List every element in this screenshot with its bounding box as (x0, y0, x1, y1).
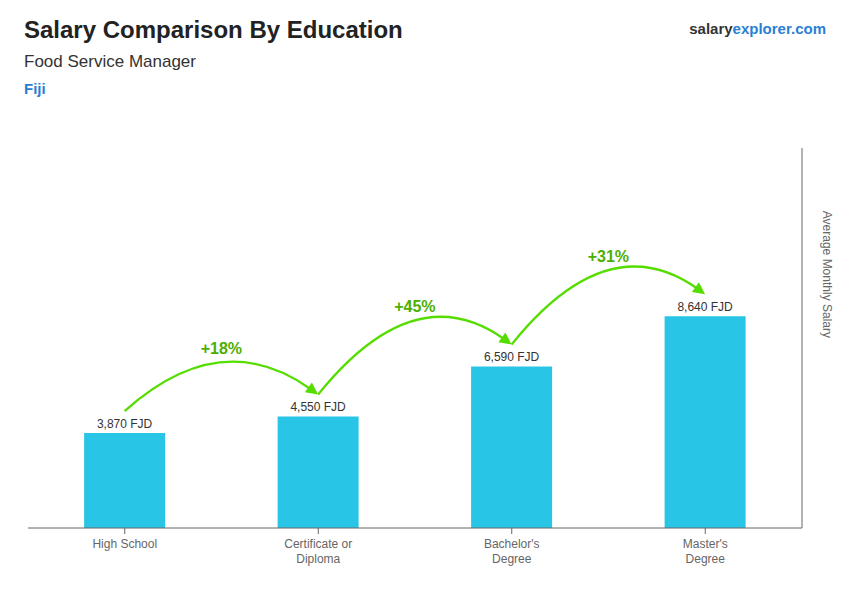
svg-text:4,550 FJD: 4,550 FJD (290, 400, 346, 414)
svg-text:6,590 FJD: 6,590 FJD (484, 350, 540, 364)
svg-text:+31%: +31% (588, 248, 629, 265)
html-text:salary explorer.com: salary explorer.com (689, 20, 826, 37)
svg-text:+45%: +45% (394, 298, 435, 315)
svg-text:Certificate orDiploma: Certificate orDiploma (284, 537, 352, 566)
html-text:Salary Comparison By Education: Salary Comparison By Education (24, 16, 403, 43)
html-text:Food Service Manager: Food Service Manager (24, 52, 196, 71)
svg-text:+18%: +18% (201, 340, 242, 357)
html-text:Fiji: Fiji (24, 80, 46, 97)
svg-text:Bachelor'sDegree: Bachelor'sDegree (484, 537, 540, 566)
svg-text:Average Monthly Salary: Average Monthly Salary (820, 211, 834, 338)
svg-text:8,640 FJD: 8,640 FJD (677, 300, 733, 314)
svg-text:Master'sDegree: Master'sDegree (683, 537, 728, 566)
svg-text:High School: High School (92, 537, 157, 551)
svg-text:3,870 FJD: 3,870 FJD (97, 417, 153, 431)
